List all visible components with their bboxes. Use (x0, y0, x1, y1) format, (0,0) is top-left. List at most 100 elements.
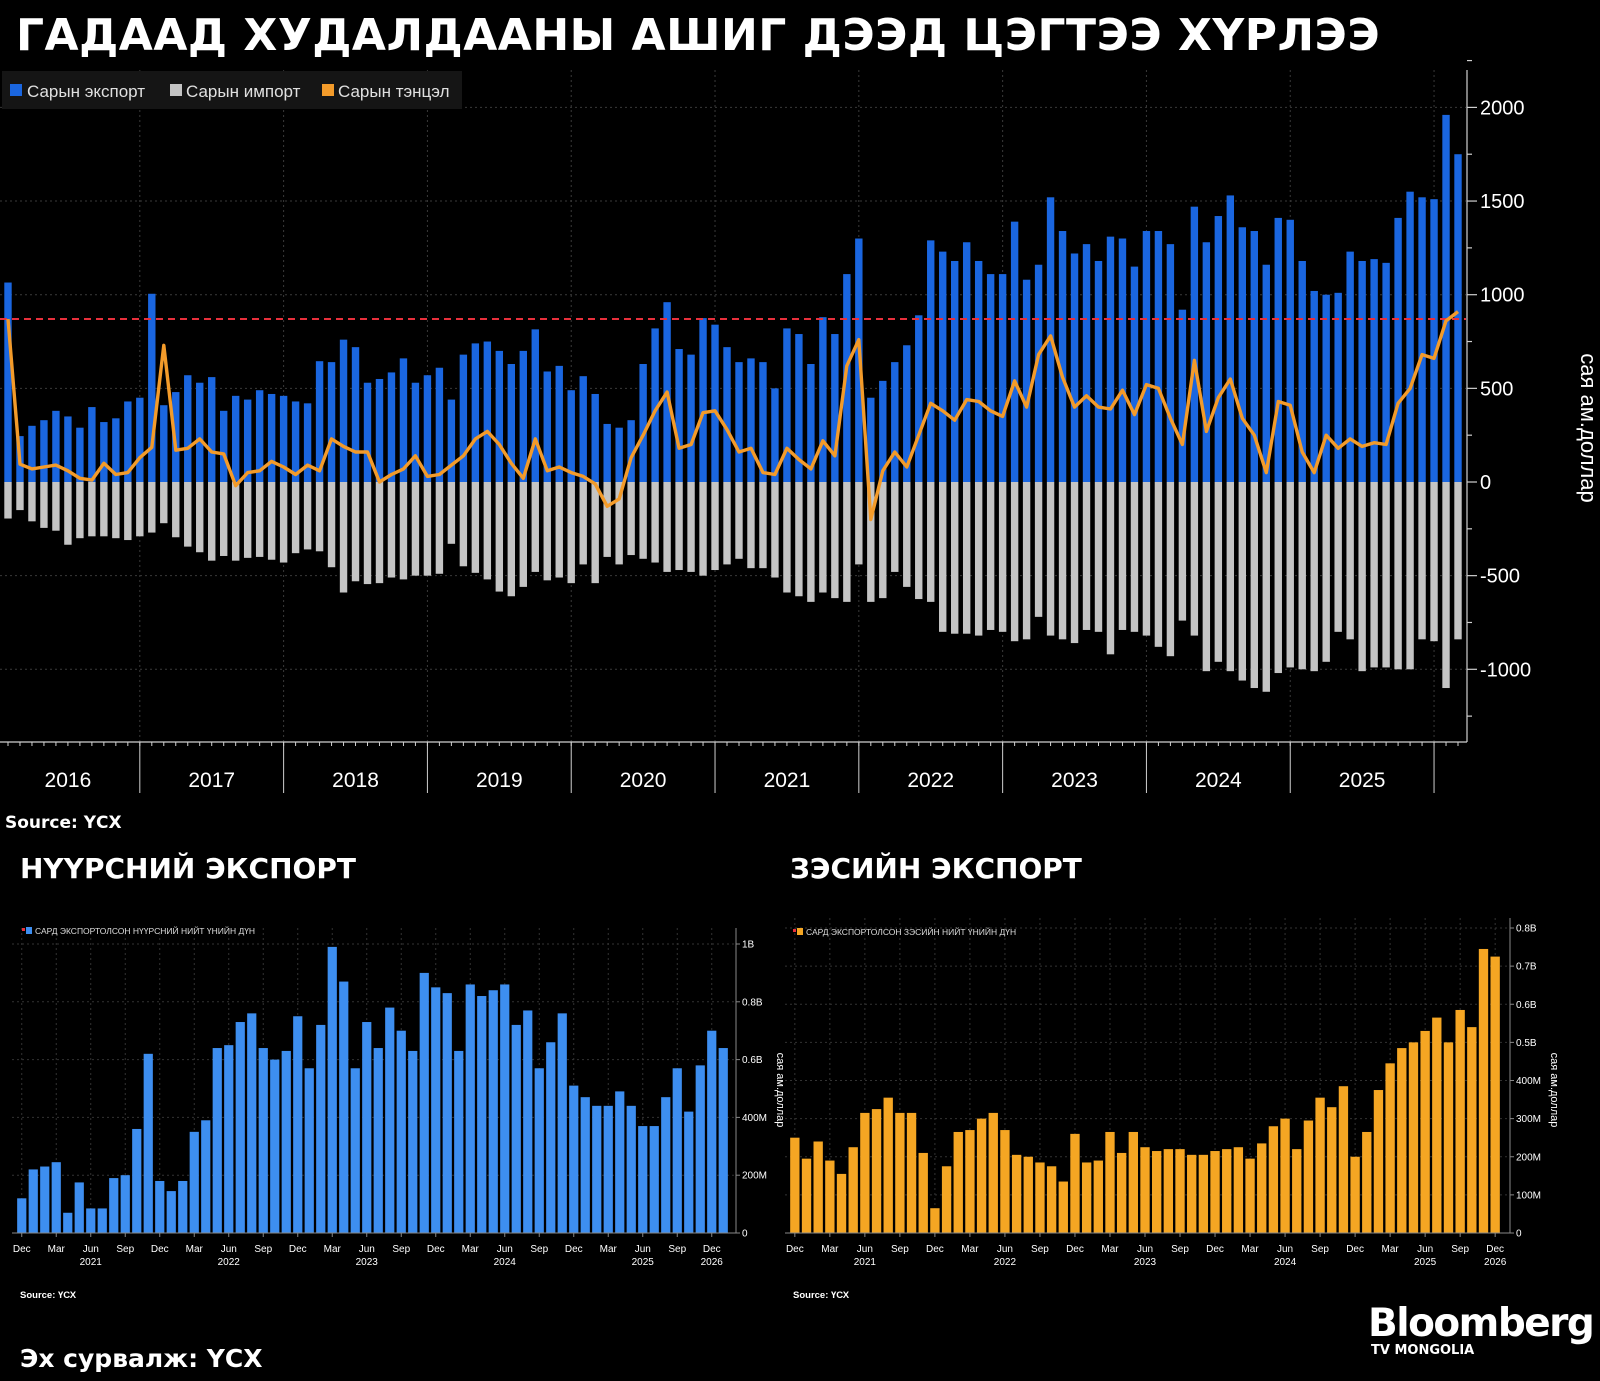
month-label: Sep (1311, 1244, 1329, 1255)
bar (871, 1109, 882, 1233)
export-bar (879, 380, 887, 482)
export-bar (819, 317, 827, 482)
month-label: Dec (151, 1244, 169, 1255)
bar (1385, 1063, 1395, 1233)
bar (1292, 1149, 1302, 1233)
bar (965, 1130, 975, 1233)
bar (1455, 1009, 1465, 1233)
main-ytick-label: 0 (1480, 472, 1491, 494)
bar (836, 1173, 847, 1233)
export-bar (1274, 217, 1282, 483)
export-bar (1418, 197, 1426, 482)
bar (1338, 1086, 1349, 1233)
import-bar (267, 482, 276, 560)
import-bar (279, 482, 288, 563)
export-bar (76, 427, 84, 482)
year-label: 2021 (80, 1257, 103, 1268)
export-bar (747, 358, 755, 482)
month-label: Sep (254, 1244, 272, 1255)
import-bar (1382, 482, 1390, 668)
bar (132, 1128, 142, 1233)
bar (1373, 1090, 1384, 1233)
bar (906, 1112, 917, 1233)
export-bar (1010, 221, 1019, 482)
import-bar (723, 482, 731, 565)
export-bar (351, 347, 360, 482)
export-bar (243, 399, 252, 482)
bar (1140, 1147, 1150, 1233)
balance-line (6, 310, 1460, 522)
month-label: Dec (1206, 1244, 1224, 1255)
export-bar (1130, 266, 1139, 482)
import-bar (88, 482, 96, 537)
bar (431, 987, 441, 1233)
month-label: Jun (997, 1244, 1013, 1255)
export-bar (160, 405, 168, 482)
bar (40, 1166, 50, 1233)
import-bar (1406, 482, 1414, 670)
import-bar (950, 482, 959, 634)
import-bar (867, 482, 875, 602)
bar (86, 1208, 96, 1233)
bar (1327, 1107, 1337, 1233)
legend-import-swatch (170, 84, 182, 96)
export-bar (1118, 238, 1127, 482)
import-bar (663, 482, 671, 572)
bar (523, 1010, 533, 1233)
main-year-label: 2019 (476, 769, 523, 792)
export-bar (962, 242, 971, 482)
import-bar (1178, 482, 1187, 621)
bar (362, 1022, 372, 1233)
ytick-label: 0.6B (1516, 1000, 1537, 1011)
bar (534, 1068, 544, 1233)
export-bar (411, 382, 420, 482)
legend-balance-swatch (322, 84, 334, 96)
bar (189, 1131, 199, 1233)
import-bar (651, 482, 659, 563)
export-bar (1310, 290, 1318, 482)
ytick-label: 400M (1516, 1076, 1541, 1087)
import-bar (1346, 482, 1354, 640)
import-bar (291, 482, 300, 554)
month-label: Sep (392, 1244, 410, 1255)
bloomberg-logo: Bloomberg TV MONGOLIA (1368, 1304, 1595, 1358)
month-label: Sep (891, 1244, 909, 1255)
export-bar (1166, 244, 1175, 482)
bar (281, 1050, 291, 1233)
import-bar (1034, 482, 1043, 617)
import-bar (927, 482, 935, 602)
import-bar (735, 482, 743, 559)
import-bar (1058, 482, 1067, 640)
bar (143, 1053, 153, 1233)
bar (1362, 1131, 1372, 1233)
export-bar (675, 349, 683, 482)
bar (1467, 1027, 1477, 1233)
bar (235, 1022, 245, 1233)
source-label: Source: ҮСХ (20, 1290, 77, 1301)
export-bar (711, 324, 719, 482)
bar (1408, 1042, 1419, 1233)
main-year-label: 2020 (620, 769, 667, 792)
import-bar (435, 482, 444, 574)
bar (454, 1050, 464, 1233)
year-label: 2026 (701, 1257, 724, 1268)
import-bar (1262, 482, 1270, 692)
export-bar (555, 365, 563, 482)
bar (603, 1105, 613, 1233)
axes: 0.8B 0.7B 0.6B 0.5B 400M 300M 200M 100M 0 Dec Mar J… (785, 918, 1541, 1268)
import-bar (615, 482, 623, 565)
export-bar (1106, 236, 1115, 482)
import-bar (1454, 482, 1462, 640)
bar (304, 1068, 314, 1233)
bar (1046, 1166, 1057, 1233)
bar (1023, 1156, 1033, 1233)
import-bar (543, 482, 551, 581)
month-label: Jun (857, 1244, 873, 1255)
export-bar (831, 334, 839, 482)
export-bar (974, 260, 983, 482)
bar (1187, 1154, 1197, 1233)
balance-series-line (6, 310, 1460, 522)
bar (707, 1030, 717, 1233)
month-label: Dec (565, 1244, 583, 1255)
import-bar (1334, 482, 1342, 632)
